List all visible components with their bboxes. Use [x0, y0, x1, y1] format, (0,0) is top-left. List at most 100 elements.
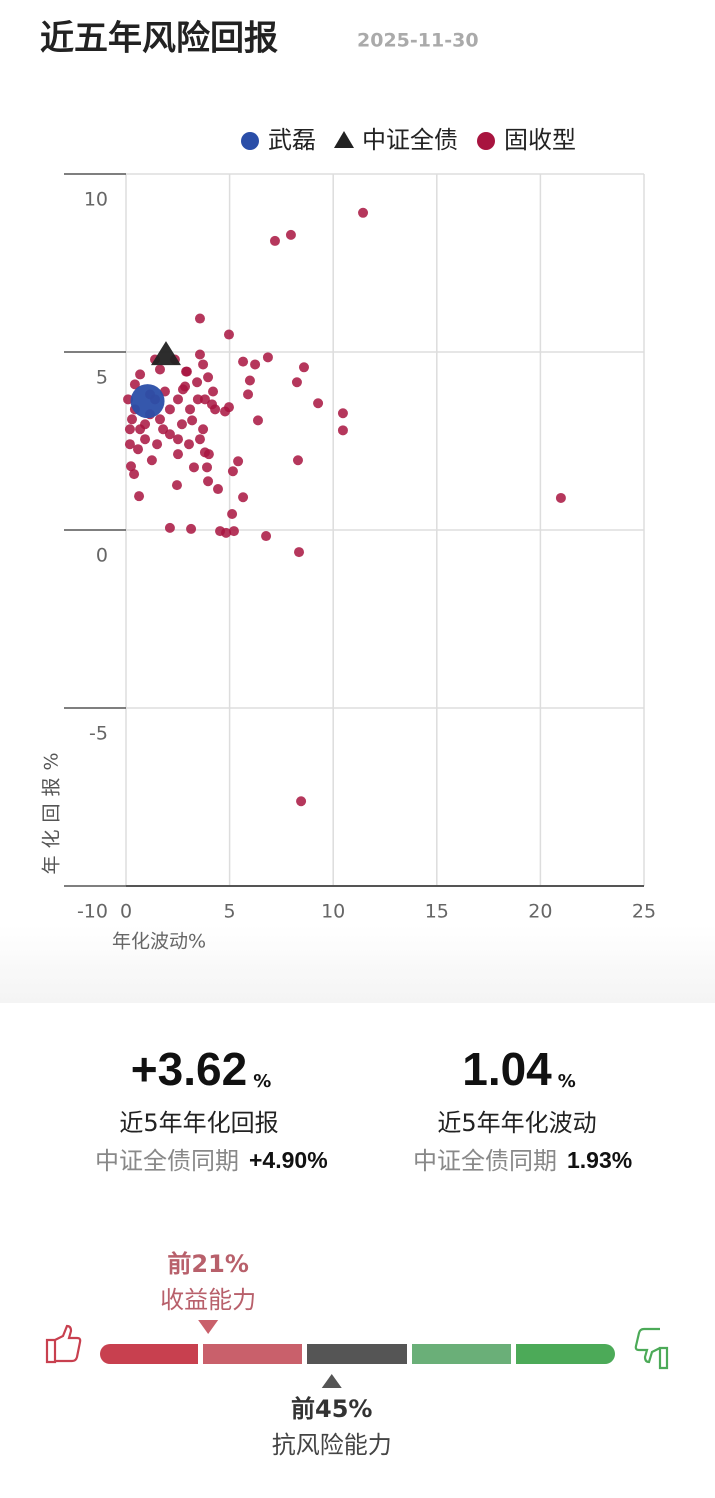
point — [238, 356, 249, 367]
bar-segment — [203, 1344, 302, 1364]
legend-label: 固收型 — [504, 126, 576, 154]
rank-marker — [198, 1320, 219, 1334]
point — [173, 434, 184, 445]
point — [206, 399, 217, 410]
point — [262, 352, 273, 363]
point — [250, 359, 261, 370]
point — [227, 508, 238, 519]
point — [228, 526, 239, 537]
point — [154, 414, 165, 425]
section-divider — [0, 925, 715, 1003]
legend-marker — [334, 131, 354, 148]
legend-label: 中证全债 — [362, 126, 458, 154]
bar-segment — [307, 1344, 407, 1364]
legend-item: 固收型 — [477, 126, 576, 154]
point — [358, 207, 369, 218]
point — [124, 424, 135, 435]
point — [171, 480, 182, 491]
y-tick-label: 0 — [96, 545, 108, 567]
point — [140, 419, 151, 430]
legend-marker — [241, 132, 259, 150]
rank-label: 前45% — [291, 1395, 372, 1423]
x-tick-label: 15 — [425, 901, 449, 923]
rank-name: 抗风险能力 — [272, 1431, 392, 1459]
point — [294, 547, 305, 558]
stat-unit: % — [558, 1071, 576, 1092]
point — [173, 394, 184, 405]
point — [337, 425, 348, 436]
point — [146, 455, 157, 466]
point — [124, 439, 135, 450]
point — [164, 404, 175, 415]
y-tick-label: 10 — [84, 189, 108, 211]
point — [192, 377, 203, 388]
point — [221, 527, 232, 538]
thumbs-down-icon — [634, 1327, 669, 1370]
point — [298, 362, 309, 373]
rank-label: 前21% — [167, 1250, 248, 1278]
point — [164, 522, 175, 533]
point — [150, 341, 181, 366]
bench-value: +4.90% — [249, 1147, 328, 1173]
point — [227, 466, 238, 477]
point — [140, 434, 151, 445]
point — [220, 406, 231, 417]
y-axis-label: 年化回报% — [41, 745, 63, 874]
rank-marker — [321, 1374, 342, 1388]
point — [194, 434, 205, 445]
stat-label: 近5年年化波动 — [437, 1109, 596, 1137]
point — [337, 408, 348, 419]
x-tick-label: 5 — [224, 901, 236, 923]
point — [244, 375, 255, 386]
stat-value: 1.04 — [462, 1043, 552, 1095]
point — [127, 414, 138, 425]
legend-item: 武磊 — [241, 126, 316, 154]
point — [296, 796, 307, 807]
point — [177, 384, 188, 395]
x-tick-label: 0 — [120, 901, 132, 923]
point — [269, 235, 280, 246]
point — [194, 349, 205, 360]
rank-name: 收益能力 — [160, 1286, 256, 1314]
x-tick-label: 20 — [528, 901, 552, 923]
point — [223, 329, 234, 340]
point — [129, 469, 140, 480]
stat-label: 近5年年化回报 — [119, 1109, 278, 1137]
point — [291, 377, 302, 388]
legend-label: 武磊 — [268, 126, 316, 154]
point — [186, 523, 197, 534]
point — [243, 389, 254, 400]
point — [313, 398, 324, 409]
date: 2025-11-30 — [357, 30, 479, 52]
x-axis-label: 年化波动% — [112, 931, 206, 953]
point — [185, 404, 196, 415]
point — [188, 462, 199, 473]
point — [203, 476, 214, 487]
point — [194, 313, 205, 324]
point — [233, 456, 244, 467]
point — [208, 386, 219, 397]
point — [154, 364, 165, 375]
point — [164, 429, 175, 440]
title: 近五年风险回报 — [40, 19, 278, 59]
point — [203, 372, 214, 383]
bench-label: 中证全债同期 — [95, 1147, 239, 1175]
bench-value: 1.93% — [567, 1147, 632, 1173]
ranking-bar — [100, 1344, 615, 1364]
stat-unit: % — [253, 1071, 271, 1092]
bar-segment — [516, 1344, 615, 1364]
point — [129, 379, 140, 390]
point — [202, 462, 213, 473]
point — [183, 439, 194, 450]
point — [152, 439, 163, 450]
legend-marker — [477, 132, 495, 150]
point — [130, 384, 165, 419]
point — [192, 394, 203, 405]
legend-item: 中证全债 — [334, 126, 458, 154]
point — [134, 491, 145, 502]
point — [238, 492, 249, 503]
point — [199, 394, 210, 405]
point — [555, 492, 566, 503]
point — [212, 484, 223, 495]
